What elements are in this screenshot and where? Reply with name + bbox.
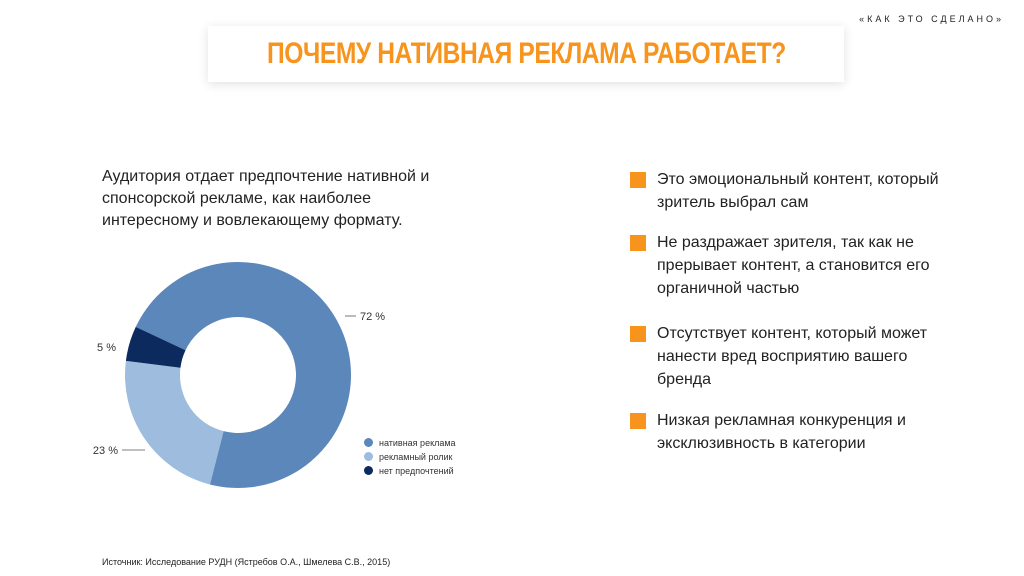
bullet-square-icon [630, 326, 646, 342]
legend-item-none: нет предпочтений [364, 464, 456, 477]
value-label-video: 23 % [93, 445, 118, 457]
legend-swatch-native [364, 438, 373, 447]
bullet-text: Отсутствует контент, который может нанес… [657, 325, 928, 388]
slice-none [125, 326, 186, 368]
bullet-text: Не раздражает зрителя, так как не прерыв… [657, 234, 930, 297]
title-banner: ПОЧЕМУ НАТИВНАЯ РЕКЛАМА РАБОТАЕТ? [208, 26, 844, 82]
intro-text: Аудитория отдает предпочтение нативной и… [102, 168, 430, 229]
chart-legend: нативная реклама рекламный ролик нет пре… [364, 436, 456, 478]
value-label-none: 5 % [97, 342, 116, 354]
value-label-native: 72 % [360, 311, 385, 323]
bullet-item: Это эмоциональный контент, который зрите… [630, 168, 947, 214]
bullet-text: Это эмоциональный контент, который зрите… [657, 171, 939, 211]
source-note: Источник: Исследование РУДН (Ястребов О.… [102, 557, 391, 567]
legend-item-native: нативная реклама [364, 436, 456, 449]
slice-video [124, 360, 224, 485]
bullet-square-icon [630, 413, 646, 429]
legend-item-video: рекламный ролик [364, 450, 456, 463]
donut-chart-svg: 72 % 23 % 5 % [93, 262, 385, 488]
bullet-square-icon [630, 172, 646, 188]
legend-swatch-none [364, 466, 373, 475]
bullet-square-icon [630, 235, 646, 251]
slice-native [135, 262, 351, 488]
donut-chart: 72 % 23 % 5 % [0, 250, 520, 510]
brand-label: «КАК ЭТО СДЕЛАНО» [859, 14, 1004, 24]
bullet-text: Низкая рекламная конкуренция и эксклюзив… [657, 412, 906, 452]
page-title: ПОЧЕМУ НАТИВНАЯ РЕКЛАМА РАБОТАЕТ? [266, 37, 786, 70]
legend-label-native: нативная реклама [379, 437, 456, 448]
bullet-item: Отсутствует контент, который может нанес… [630, 322, 947, 391]
legend-label-video: рекламный ролик [379, 451, 453, 462]
legend-label-none: нет предпочтений [379, 465, 454, 476]
bullet-item: Низкая рекламная конкуренция и эксклюзив… [630, 409, 947, 455]
bullet-item: Не раздражает зрителя, так как не прерыв… [630, 231, 947, 300]
legend-swatch-video [364, 452, 373, 461]
